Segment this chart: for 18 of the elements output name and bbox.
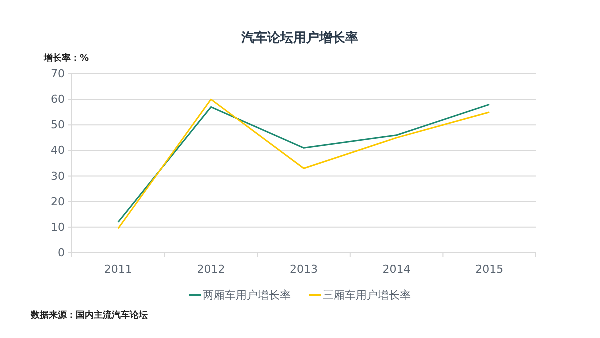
y-tick-label: 30 — [51, 170, 65, 183]
x-tick-label: 2013 — [290, 262, 318, 276]
y-tick-label: 50 — [51, 118, 65, 132]
y-tick-label: 40 — [51, 144, 65, 158]
x-tick-label: 2012 — [197, 262, 226, 276]
y-tick-label: 20 — [51, 195, 65, 208]
y-axis-title: 增长率：% — [43, 53, 90, 64]
y-tick-label: 10 — [51, 220, 65, 234]
legend-label: 两厢车用户增长率 — [203, 289, 291, 302]
x-tick-label: 2015 — [476, 262, 504, 276]
y-tick-label: 0 — [58, 246, 65, 260]
y-tick-label: 60 — [51, 93, 65, 106]
legend-label: 三厢车用户增长率 — [323, 289, 411, 302]
x-tick-label: 2011 — [104, 262, 132, 276]
y-tick-label: 70 — [51, 68, 65, 81]
chart-title: 汽车论坛用户增长率 — [240, 30, 358, 46]
source-note: 数据来源：国内主流汽车论坛 — [30, 310, 148, 321]
x-tick-label: 2014 — [382, 262, 411, 276]
